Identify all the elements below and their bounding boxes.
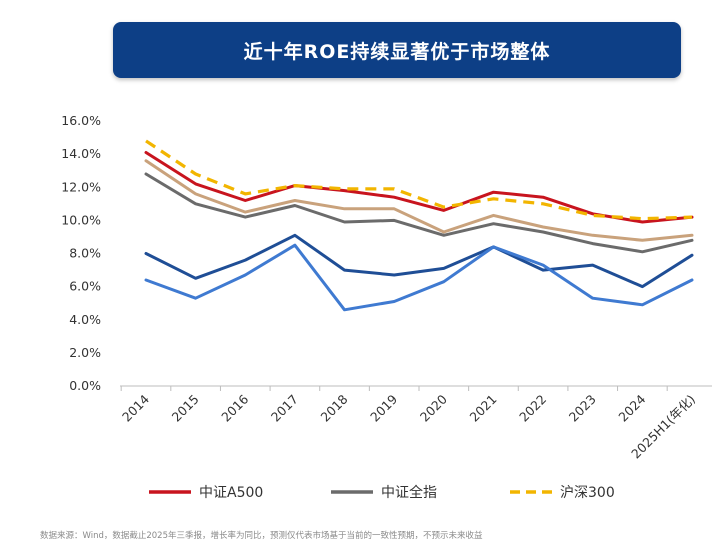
series-line-2 xyxy=(144,159,694,242)
series-lines xyxy=(144,139,694,312)
title-banner: 近十年ROE持续显著优于市场整体 xyxy=(113,22,681,78)
x-tick-label: 2014 xyxy=(119,391,152,424)
source-note: 数据来源：Wind，数据截止2025年三季报，增长率为同比，预测仅代表市场基于当… xyxy=(40,531,483,541)
chart-title: 近十年ROE持续显著优于市场整体 xyxy=(243,40,551,63)
series-line-4 xyxy=(145,139,693,221)
x-tick-label: 2015 xyxy=(169,392,202,425)
y-tick-label: 8.0% xyxy=(69,246,101,261)
y-tick-label: 0.0% xyxy=(69,378,101,393)
series-line-6 xyxy=(144,243,694,312)
x-tick-label: 2016 xyxy=(218,391,251,424)
series-line-5 xyxy=(144,233,694,289)
y-tick-label: 16.0% xyxy=(61,113,101,128)
y-tick-label: 12.0% xyxy=(61,179,101,194)
x-tick-label: 2018 xyxy=(318,391,351,424)
x-tick-label: 2017 xyxy=(268,392,301,425)
y-tick-label: 10.0% xyxy=(61,212,101,227)
legend-label: 中证A500 xyxy=(199,485,263,501)
y-tick-label: 2.0% xyxy=(69,345,101,360)
y-axis-labels: 0.0% 2.0% 4.0% 6.0% 8.0% 10.0% 12.0% 14.0% 16.0% xyxy=(61,113,101,393)
legend: 中证A500 中证全指 沪深300 xyxy=(149,484,615,501)
x-tick-label: 2021 xyxy=(466,392,499,425)
x-tick-label: 2019 xyxy=(367,391,400,424)
x-axis: 2014 2015 2016 2017 2018 2019 2020 2021 2022 2023… xyxy=(119,385,712,461)
y-tick-label: 4.0% xyxy=(69,312,101,327)
y-tick-label: 6.0% xyxy=(69,279,101,294)
series-line-3 xyxy=(144,172,694,254)
x-tick-label: 2023 xyxy=(566,392,599,425)
y-tick-label: 14.0% xyxy=(61,146,101,161)
x-tick-label: 2022 xyxy=(516,392,549,425)
x-tick-label: 2024 xyxy=(615,391,648,424)
legend-label: 中证全指 xyxy=(381,484,437,501)
x-tick-label: 2020 xyxy=(417,391,450,424)
legend-label: 沪深300 xyxy=(560,485,615,501)
